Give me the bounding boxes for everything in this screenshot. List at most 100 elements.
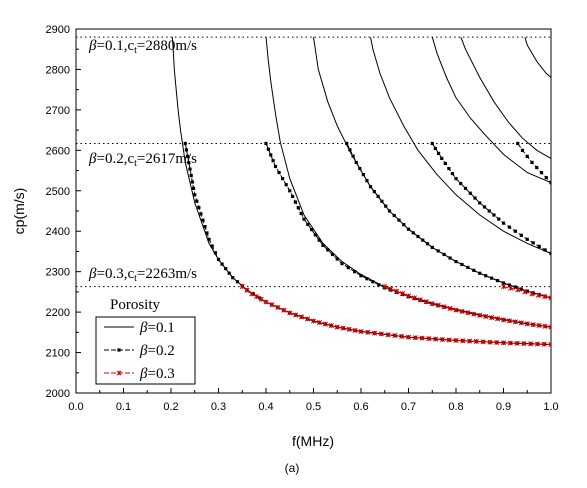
data-point (384, 204, 388, 208)
data-point (487, 339, 493, 345)
data-point (439, 336, 445, 343)
data-point (190, 180, 194, 184)
data-point (394, 288, 400, 294)
data-point (353, 270, 357, 274)
data-point (497, 217, 501, 221)
data-point (117, 348, 121, 352)
data-point (397, 218, 401, 222)
data-point (467, 338, 473, 344)
data-point (207, 237, 211, 241)
data-point (334, 324, 340, 330)
data-point (460, 262, 464, 267)
data-point (249, 291, 255, 297)
data-point (402, 223, 406, 227)
data-point (548, 341, 551, 348)
data-point (443, 161, 447, 166)
data-point (494, 339, 500, 346)
data-point (473, 338, 479, 345)
data-point (513, 285, 517, 289)
reference-annotation: β=0.3,ct=2263m/s (88, 266, 197, 284)
data-point (345, 141, 349, 146)
data-point (501, 281, 506, 285)
data-point (478, 201, 482, 205)
data-point (459, 308, 465, 314)
y-tick-label: 2300 (46, 267, 70, 279)
x-tick-label: 0.4 (258, 401, 273, 413)
data-point (340, 261, 344, 266)
data-point (365, 277, 369, 281)
data-point (358, 328, 364, 335)
data-point (388, 286, 394, 292)
data-point (263, 299, 269, 305)
data-point (549, 251, 551, 256)
data-point (281, 307, 287, 313)
data-point (291, 194, 295, 199)
data-point (435, 302, 441, 308)
reference-value: =2263m/s (137, 266, 197, 282)
data-point (400, 291, 406, 297)
data-point (213, 251, 217, 255)
reference-subscript: t (134, 45, 137, 56)
data-point (529, 291, 535, 297)
data-point (519, 233, 523, 237)
x-tick-label: 0.7 (401, 401, 416, 413)
data-point (299, 314, 305, 320)
x-tick-label: 0.9 (496, 401, 511, 413)
data-point (459, 181, 463, 186)
y-tick-label: 2600 (46, 145, 70, 157)
data-point (380, 199, 384, 203)
data-point (519, 287, 523, 291)
data-point (351, 154, 355, 158)
data-point (387, 209, 392, 213)
y-tick-label: 2800 (46, 64, 70, 76)
data-point (534, 341, 540, 347)
data-point (266, 147, 270, 151)
data-point (536, 322, 542, 329)
data-point (507, 340, 513, 346)
data-point (281, 177, 285, 181)
data-point (271, 159, 275, 163)
data-point (542, 294, 548, 300)
data-point (521, 340, 527, 347)
data-point (513, 229, 517, 233)
data-point (277, 170, 281, 175)
data-point (258, 296, 264, 302)
data-point (359, 274, 363, 278)
x-tick-label: 0.1 (116, 401, 131, 413)
data-point (187, 161, 191, 165)
reference-subscript: t (134, 158, 137, 169)
data-point (520, 148, 525, 152)
y-tick-label: 2500 (46, 186, 70, 198)
data-point (411, 231, 415, 235)
data-point (313, 233, 317, 237)
data-point (468, 191, 472, 195)
data-point (522, 289, 528, 295)
data-point (500, 340, 507, 346)
data-point (419, 335, 425, 341)
data-curves (171, 36, 551, 348)
y-axis-title: cp(m/s) (11, 188, 27, 235)
x-tick-label: 0.5 (306, 401, 321, 413)
data-point (535, 165, 539, 170)
data-point (446, 337, 452, 343)
legend-entry-beta: β (139, 343, 148, 359)
legend-entry-label: β=0.1 (139, 320, 175, 336)
reference-label: =0.2,c (96, 151, 134, 167)
legend-title: Porosity (110, 297, 161, 313)
data-point (426, 336, 432, 342)
data-point (440, 156, 444, 161)
legend-entry-beta: β (139, 366, 148, 382)
data-point (316, 319, 322, 326)
data-point (500, 284, 507, 290)
data-point (382, 284, 388, 290)
data-point (480, 339, 486, 345)
data-point (335, 257, 339, 261)
data-point (417, 297, 423, 303)
data-point (322, 321, 328, 327)
x-tick-label: 0.8 (448, 401, 463, 413)
data-point (405, 334, 412, 340)
data-point (354, 160, 358, 165)
data-point (473, 196, 477, 200)
reference-label: =0.1,c (96, 38, 134, 54)
